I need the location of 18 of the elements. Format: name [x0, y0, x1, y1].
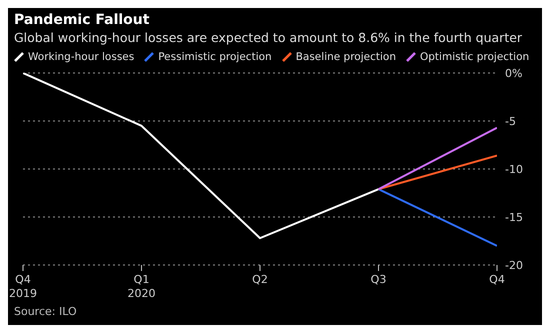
- legend-label: Working-hour losses: [27, 51, 134, 63]
- legend-label: Baseline projection: [294, 51, 396, 63]
- legend-label: Optimistic projection: [419, 51, 530, 63]
- line-series: [23, 73, 380, 240]
- y-tick-label: -5: [505, 114, 516, 128]
- source-note: Source: ILO: [13, 304, 78, 318]
- chart-subtitle: Global working-hour losses are expected to amount to 8.6% in the fourth quarter: [13, 29, 524, 45]
- y-tick-label: -20: [505, 258, 523, 272]
- chart-title: Pandemic Fallout: [13, 11, 150, 28]
- legend-label: Pessimistic projection: [157, 51, 272, 63]
- x-tick-label: Q2: [252, 273, 268, 286]
- x-tick-label: Q1 2020: [128, 273, 156, 300]
- x-tick-label: Q4 2019: [9, 273, 37, 300]
- y-tick-label: 0%: [505, 66, 522, 80]
- x-tick-label: Q4: [489, 273, 505, 286]
- x-tick-label: Q3: [370, 273, 386, 286]
- y-tick-label: -15: [505, 210, 523, 224]
- y-tick-label: -10: [505, 162, 523, 176]
